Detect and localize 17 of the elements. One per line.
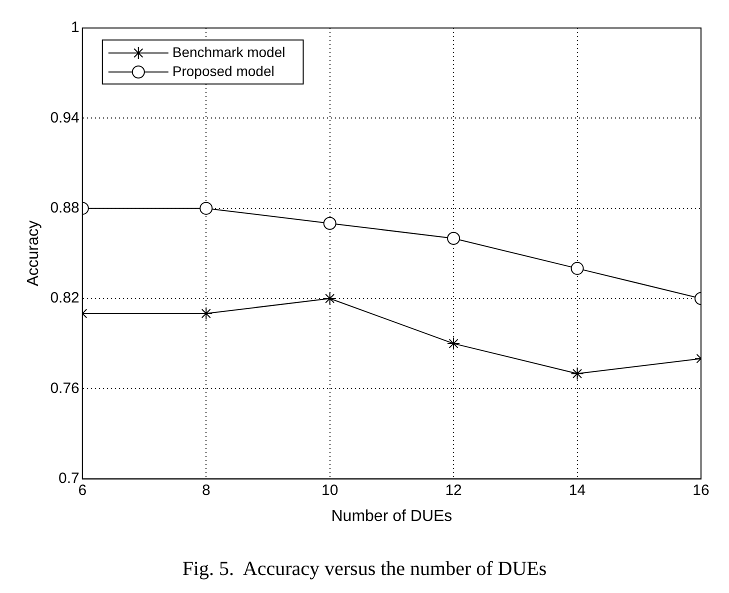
legend-label: Benchmark model xyxy=(172,44,286,60)
x-axis-title: Number of DUEs xyxy=(331,508,452,525)
y-tick-label: 0.76 xyxy=(50,380,80,397)
x-tick-label: 6 xyxy=(78,482,87,499)
y-tick-label: 1 xyxy=(71,19,80,36)
legend-label: Proposed model xyxy=(172,62,274,79)
caption: Fig. 5. Accuracy versus the number of DUEs xyxy=(181,558,548,581)
y-tick-label: 0.82 xyxy=(50,290,80,307)
x-tick-label: 16 xyxy=(692,482,710,499)
y-tick-label: 0.88 xyxy=(50,199,80,216)
x-tick-label: 14 xyxy=(568,482,586,499)
x-tick-label: 12 xyxy=(445,482,462,499)
y-axis-title: Accuracy xyxy=(25,220,42,286)
y-tick-label: 0.7 xyxy=(58,470,80,487)
x-tick-label: 8 xyxy=(202,482,210,499)
y-tick-label: 0.94 xyxy=(50,109,80,126)
x-tick-label: 10 xyxy=(321,482,338,499)
